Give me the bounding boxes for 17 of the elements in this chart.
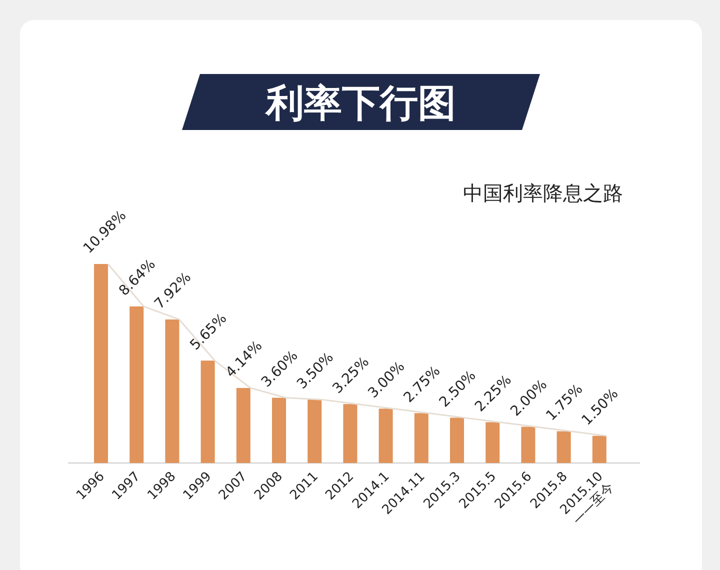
bar xyxy=(486,422,500,463)
bar xyxy=(308,400,322,463)
bar xyxy=(414,413,428,463)
bar xyxy=(450,418,464,463)
bar xyxy=(521,426,536,463)
bar xyxy=(272,398,286,463)
bar xyxy=(165,319,180,463)
bar xyxy=(130,306,144,463)
bar xyxy=(556,431,571,463)
chart-subtitle: 中国利率降息之路 xyxy=(463,181,623,205)
bar xyxy=(592,436,606,463)
bar xyxy=(200,360,215,463)
bar xyxy=(343,404,358,463)
chart-title: 利率下行图 xyxy=(264,82,456,125)
bar xyxy=(94,264,108,463)
bar xyxy=(378,408,393,463)
bar xyxy=(236,388,250,463)
